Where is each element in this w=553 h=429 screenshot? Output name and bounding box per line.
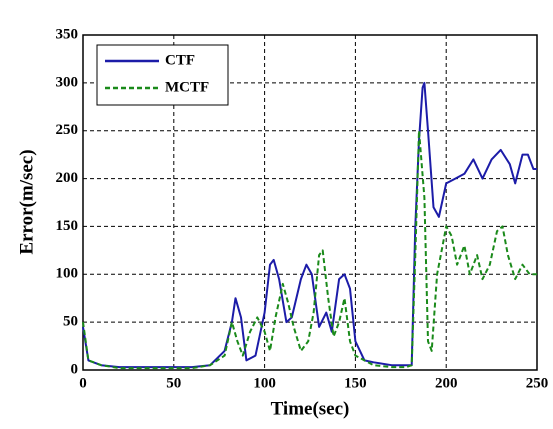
y-tick-label: 150 — [56, 218, 79, 234]
x-tick-label: 250 — [526, 375, 549, 391]
x-tick-label: 200 — [435, 375, 458, 391]
y-tick-label: 50 — [63, 314, 78, 330]
x-axis-label: Time(sec) — [271, 398, 350, 419]
legend-box — [96, 44, 229, 106]
legend-label: CTF — [165, 52, 195, 68]
x-tick-label: 150 — [344, 375, 367, 391]
legend-label: MCTF — [165, 79, 209, 95]
y-tick-label: 100 — [56, 266, 79, 282]
y-tick-label: 250 — [56, 122, 79, 138]
y-tick-label: 200 — [56, 170, 79, 186]
x-tick-label: 100 — [253, 375, 276, 391]
y-axis-label: Error(m/sec) — [16, 149, 37, 254]
y-tick-label: 0 — [71, 361, 79, 377]
x-tick-label: 0 — [79, 375, 87, 391]
series-line — [82, 129, 537, 370]
plot-frame — [82, 34, 538, 371]
x-tick-label: 50 — [166, 375, 181, 391]
y-tick-label: 300 — [56, 74, 79, 90]
series-line — [82, 81, 537, 369]
y-tick-label: 350 — [56, 26, 79, 42]
